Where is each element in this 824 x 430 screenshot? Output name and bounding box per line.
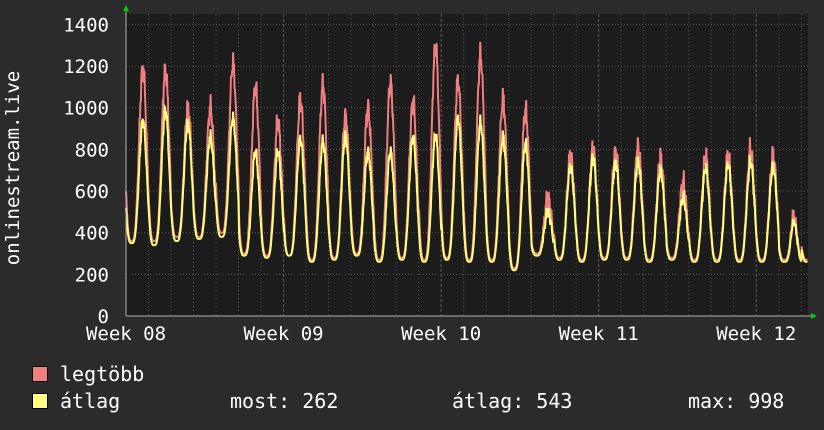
x-tick-label: Week 09 — [244, 323, 324, 345]
y-tick-label: 600 — [75, 181, 109, 203]
y-axis-arrow-icon — [123, 5, 129, 11]
y-tick-label: 1000 — [63, 98, 109, 120]
x-tick-label: Week 10 — [401, 323, 481, 345]
y-tick-label: 1400 — [63, 14, 109, 36]
x-tick-label: Week 12 — [716, 323, 796, 345]
axes — [123, 5, 817, 319]
stat-max: max: 998 — [688, 389, 785, 413]
legend-swatch-avg — [32, 393, 48, 409]
x-axis-ticks: Week 08 Week 09 Week 10 Week 11 Week 12 — [86, 323, 796, 345]
y-tick-label: 200 — [75, 264, 109, 286]
y-axis-label: onlinestream.live — [2, 71, 24, 265]
y-tick-label: 400 — [75, 223, 109, 245]
stat-current: most: 262 — [230, 389, 339, 413]
y-tick-label: 800 — [75, 139, 109, 161]
y-tick-label: 1200 — [63, 56, 109, 78]
legend-item-avg: átlag — [32, 389, 120, 413]
stat-average: átlag: 543 — [452, 389, 573, 413]
legend-swatch-max — [32, 366, 48, 382]
traffic-chart: 0 200 400 600 800 1000 1200 1400 Week 08 Week 09… — [2, 5, 817, 345]
legend-label-max: legtöbb — [60, 362, 145, 386]
x-axis-arrow-icon — [811, 313, 817, 319]
y-axis-ticks: 0 200 400 600 800 1000 1200 1400 — [63, 14, 109, 328]
x-tick-label: Week 11 — [559, 323, 639, 345]
y-tick-label: 0 — [98, 306, 109, 328]
plot-area — [126, 14, 808, 316]
legend-item-max: legtöbb — [32, 362, 144, 386]
x-tick-label: Week 08 — [86, 323, 166, 345]
legend-label-avg: átlag — [60, 389, 121, 413]
series-avg-line — [125, 103, 808, 272]
